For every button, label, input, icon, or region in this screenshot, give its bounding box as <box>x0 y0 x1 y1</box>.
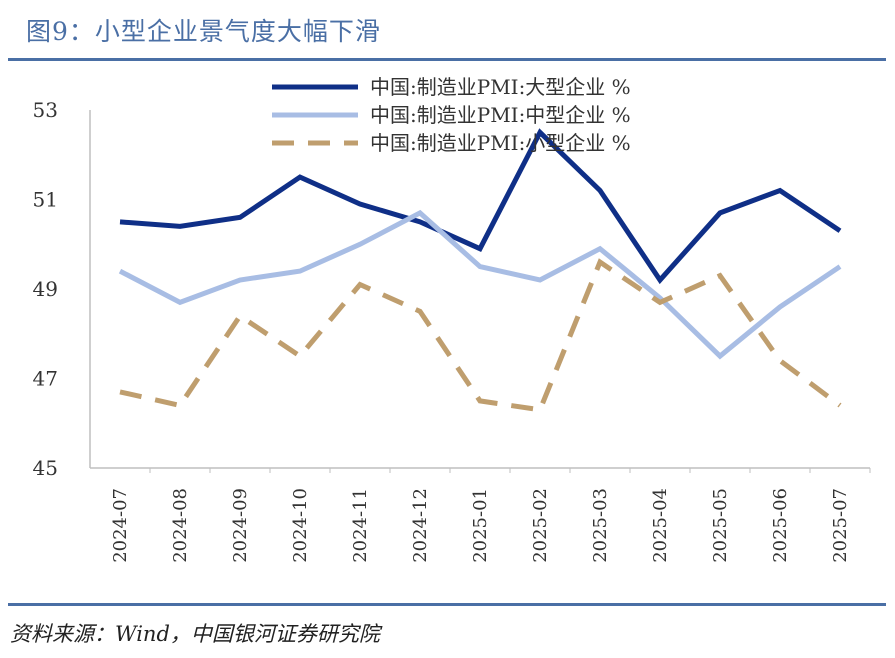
x-tick-label: 2025-01 <box>470 488 491 563</box>
x-tick-label: 2025-07 <box>830 488 851 563</box>
x-tick-label: 2025-02 <box>530 488 551 563</box>
x-tick-label: 2024-11 <box>350 488 371 563</box>
x-tick-label: 2024-07 <box>110 488 131 563</box>
x-tick-label: 2025-05 <box>710 488 731 563</box>
source-note: 资料来源：Wind，中国银河证券研究院 <box>10 622 380 646</box>
x-tick-label: 2024-10 <box>290 488 311 563</box>
y-tick-label: 53 <box>33 98 58 122</box>
y-tick-label: 47 <box>33 367 58 391</box>
axes: 45 47 49 51 53 2024-07 2024-08 2024-09 2024-10 20… <box>33 98 871 563</box>
x-tick-label: 2025-03 <box>590 488 611 563</box>
legend-label-3: 中国:制造业PMI:小型企业 % <box>370 131 631 155</box>
legend-label-2: 中国:制造业PMI:中型企业 % <box>370 103 631 127</box>
x-tick-label: 2025-06 <box>770 488 791 563</box>
series-line-2 <box>118 209 842 360</box>
series-group <box>118 128 842 413</box>
legend: 中国:制造业PMI:大型企业 % 中国:制造业PMI:中型企业 % 中国:制造业PM… <box>272 75 631 155</box>
chart-title: 图9：小型企业景气度大幅下滑 <box>26 17 381 46</box>
x-tick-label: 2024-09 <box>230 488 251 563</box>
x-tick-label: 2024-08 <box>170 488 191 563</box>
x-tick-label: 2025-04 <box>650 488 671 563</box>
legend-label-1: 中国:制造业PMI:大型企业 % <box>370 75 631 99</box>
x-tick-label: 2024-12 <box>410 488 431 563</box>
y-tick-label: 49 <box>33 277 58 301</box>
top-rule <box>8 58 886 61</box>
bottom-rule <box>8 603 886 606</box>
y-tick-label: 51 <box>33 188 58 212</box>
y-tick-label: 45 <box>33 456 58 480</box>
series-line-3 <box>119 258 842 413</box>
